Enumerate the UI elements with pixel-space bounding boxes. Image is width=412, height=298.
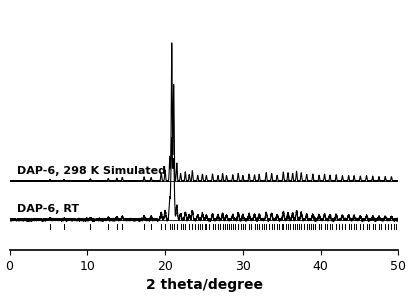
X-axis label: 2 theta/degree: 2 theta/degree <box>145 278 262 292</box>
Text: DAP-6, RT: DAP-6, RT <box>17 204 80 214</box>
Text: DAP-6, 298 K Simulated: DAP-6, 298 K Simulated <box>17 166 166 176</box>
